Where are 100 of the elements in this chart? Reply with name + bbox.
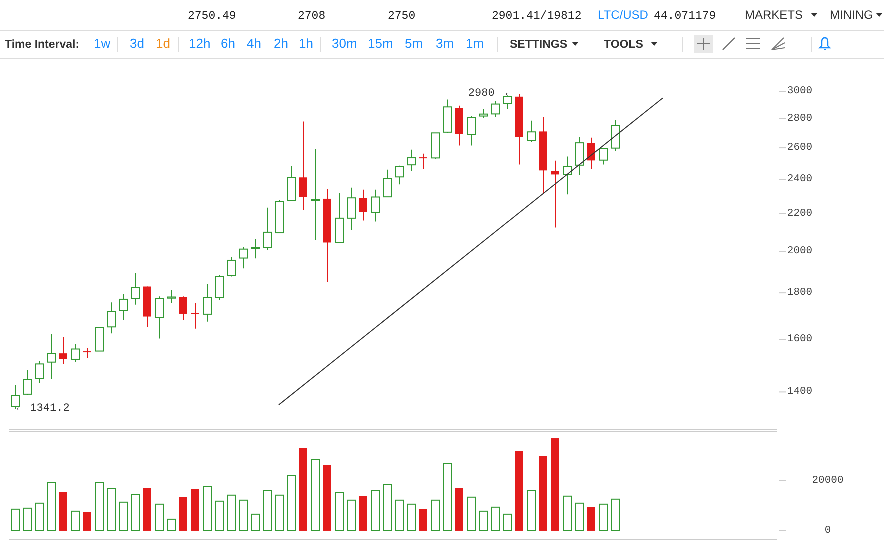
y-tick-label: 1800: [787, 287, 813, 300]
text: 3d: [130, 36, 144, 51]
candlestick: [311, 148, 320, 241]
bar: [431, 500, 440, 532]
text: TOOLS: [604, 39, 644, 51]
candlestick: [300, 121, 308, 210]
candlestick: [479, 108, 488, 119]
bar: [167, 518, 176, 532]
bar: [552, 438, 560, 531]
candlestick: [552, 160, 560, 228]
y-tick-label: 2800: [787, 112, 813, 125]
candlestick: [227, 256, 236, 278]
text: 1m: [466, 36, 484, 51]
candlestick: [131, 272, 140, 306]
bar: [456, 488, 464, 531]
text: 2750: [388, 10, 416, 23]
bar: [239, 500, 248, 532]
text: SETTINGS: [510, 39, 568, 51]
bar: [119, 502, 128, 532]
candlestick: [60, 336, 68, 365]
text: 15m: [368, 36, 394, 51]
bar: [479, 510, 488, 532]
text: 44.071179: [654, 10, 716, 23]
bar: [95, 482, 104, 532]
bar: [84, 512, 92, 531]
bar: [503, 514, 512, 532]
text: MINING: [830, 8, 874, 22]
candlestick: [491, 100, 500, 118]
candlestick: [360, 189, 368, 222]
candlestick: [575, 136, 584, 176]
text: 4h: [247, 36, 262, 51]
candlestick: [588, 137, 596, 170]
text: 12h: [189, 36, 211, 51]
bar: [360, 496, 368, 531]
bar: [275, 494, 284, 532]
text: 6h: [221, 36, 236, 51]
bar: [383, 484, 392, 532]
candlestick: [84, 347, 92, 358]
bar: [263, 490, 272, 532]
text: LTC/USD: [598, 8, 649, 22]
y-tick-label: 1600: [787, 334, 813, 346]
bar: [575, 502, 584, 532]
bar: [71, 510, 80, 532]
bar: [227, 494, 236, 532]
bar: [107, 488, 116, 532]
candlestick: [371, 189, 380, 222]
candlestick: [215, 274, 224, 301]
bar: [347, 500, 356, 532]
candlestick: [107, 302, 116, 334]
text: 2h: [274, 36, 288, 51]
candlestick: [23, 370, 32, 396]
candlestick: [251, 238, 260, 260]
candlestick: [119, 293, 128, 321]
bar: [155, 504, 164, 532]
bar: [203, 486, 212, 532]
bar: [420, 509, 428, 531]
bar: [540, 456, 548, 531]
candlestick: [347, 187, 356, 231]
bar: [516, 451, 524, 531]
bar: [407, 504, 416, 532]
bar: [443, 463, 452, 532]
bar: [287, 475, 296, 532]
candlestick: [395, 165, 404, 186]
bar: [131, 494, 140, 532]
candlestick: [263, 207, 272, 251]
y-tick-label: 3000: [787, 86, 813, 98]
bar: [23, 508, 32, 532]
bar: [395, 500, 404, 532]
text: 1d: [156, 36, 170, 51]
text: 2750.49: [188, 10, 236, 23]
bar: [180, 497, 188, 531]
candlestick: [420, 153, 428, 170]
candlestick: [71, 343, 80, 363]
bar: [35, 502, 44, 532]
candlestick: [563, 156, 572, 196]
y-tick-label: 20000: [812, 474, 844, 487]
annotation: ← 1341.2: [17, 403, 70, 415]
bar: [324, 465, 332, 531]
bar: [611, 498, 620, 532]
candlestick: [203, 284, 212, 322]
bar: [588, 507, 596, 531]
candlestick: [527, 120, 536, 143]
y-tick-label: 2000: [787, 246, 813, 258]
text: 2708: [298, 10, 326, 23]
candlestick: [180, 296, 188, 321]
bar: [371, 490, 380, 532]
text: 30m: [332, 36, 358, 51]
bar: [192, 489, 200, 531]
bar: [311, 459, 320, 532]
text: 2901.41/19812: [492, 10, 582, 23]
candlestick: [47, 334, 56, 380]
candlestick: [95, 326, 104, 352]
bar: [563, 496, 572, 532]
bar: [300, 448, 308, 531]
text: 1w: [94, 36, 112, 51]
bar: [60, 492, 68, 531]
text: 5m: [405, 36, 424, 51]
candlestick: [611, 120, 620, 152]
bar: [215, 500, 224, 532]
y-tick-label: 1400: [787, 386, 813, 398]
